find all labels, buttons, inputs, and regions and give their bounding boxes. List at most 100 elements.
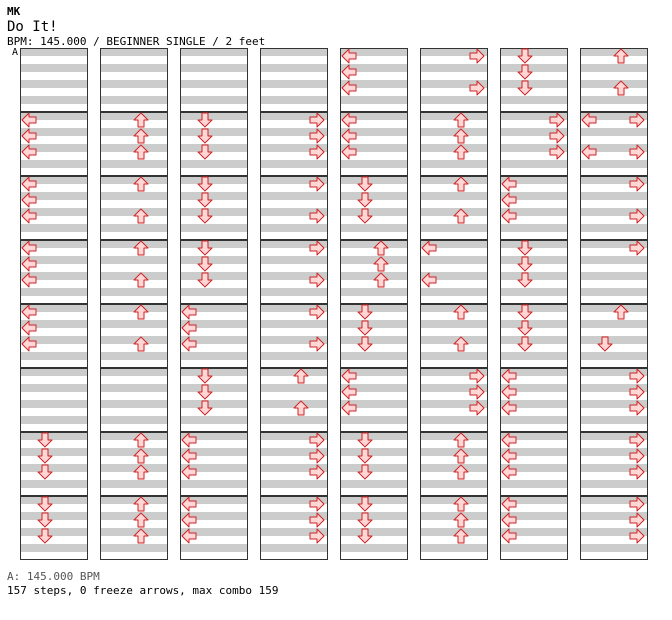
measure (260, 240, 328, 304)
beat-stripe (340, 480, 408, 488)
beat-stripe (500, 256, 568, 264)
measure (340, 48, 408, 112)
beat-stripe (500, 304, 568, 312)
measure (340, 240, 408, 304)
step-arrow-L (501, 176, 517, 192)
beat-stripe (340, 320, 408, 328)
beat-stripe (180, 288, 248, 296)
beat-stripe (180, 336, 248, 344)
beat-stripe (580, 464, 648, 472)
beat-stripe (260, 432, 328, 440)
step-arrow-R (309, 528, 325, 544)
measure-border (20, 304, 88, 368)
beat-stripe (20, 544, 88, 552)
artist-label: MK (7, 5, 21, 18)
beat-stripe (420, 144, 488, 152)
step-arrow-L (341, 384, 357, 400)
beat-stripe (580, 64, 648, 72)
measure-border (500, 432, 568, 496)
beat-stripe (260, 352, 328, 360)
measure (100, 112, 168, 176)
beat-stripe (420, 96, 488, 104)
measure (420, 176, 488, 240)
step-arrow-R (629, 400, 645, 416)
measure-border (180, 496, 248, 560)
measure-border (500, 240, 568, 304)
beat-stripe (20, 400, 88, 408)
beat-stripe (420, 416, 488, 424)
step-arrow-L (21, 336, 37, 352)
step-arrow-U (453, 112, 469, 128)
beat-stripe (500, 496, 568, 504)
measure (500, 48, 568, 112)
step-arrow-L (181, 464, 197, 480)
step-arrow-D (517, 304, 533, 320)
beat-stripe (580, 160, 648, 168)
measure-border (260, 176, 328, 240)
measure-border (340, 496, 408, 560)
beat-stripe (500, 448, 568, 456)
beat-stripe (580, 80, 648, 88)
beat-stripe (500, 160, 568, 168)
beat-stripe (20, 256, 88, 264)
step-arrow-L (181, 336, 197, 352)
step-arrow-L (181, 512, 197, 528)
beat-stripe (340, 48, 408, 56)
beat-stripe (420, 384, 488, 392)
step-arrow-R (629, 368, 645, 384)
step-arrow-D (357, 432, 373, 448)
step-arrow-D (517, 272, 533, 288)
beat-stripe (100, 256, 168, 264)
step-arrow-L (501, 496, 517, 512)
measure-border (420, 48, 488, 112)
measure (180, 240, 248, 304)
step-arrow-L (341, 80, 357, 96)
beat-stripe (420, 496, 488, 504)
beat-stripe (340, 240, 408, 248)
step-arrow-R (629, 144, 645, 160)
beat-stripe (100, 64, 168, 72)
beat-stripe (580, 512, 648, 520)
beat-stripe (420, 48, 488, 56)
measure-border (340, 176, 408, 240)
step-arrow-D (517, 256, 533, 272)
beat-stripe (580, 144, 648, 152)
step-arrow-L (581, 112, 597, 128)
step-arrow-D (197, 256, 213, 272)
beat-stripe (340, 272, 408, 280)
step-arrow-L (501, 528, 517, 544)
measure (420, 432, 488, 496)
beat-stripe (500, 400, 568, 408)
step-arrow-D (197, 176, 213, 192)
step-arrow-L (341, 368, 357, 384)
beat-stripe (100, 160, 168, 168)
step-arrow-D (517, 320, 533, 336)
beat-stripe (420, 128, 488, 136)
beat-stripe (180, 448, 248, 456)
measure (180, 496, 248, 560)
beat-stripe (20, 176, 88, 184)
footer-bpm: A: 145.000 BPM (7, 570, 100, 583)
step-arrow-L (501, 192, 517, 208)
measure (100, 368, 168, 432)
step-arrow-D (197, 272, 213, 288)
beat-stripe (20, 480, 88, 488)
beat-stripe (180, 80, 248, 88)
measure-border (180, 48, 248, 112)
measure (420, 496, 488, 560)
beat-stripe (180, 304, 248, 312)
step-arrow-L (21, 144, 37, 160)
step-arrow-U (133, 304, 149, 320)
step-arrow-R (469, 384, 485, 400)
beat-stripe (340, 208, 408, 216)
step-arrow-R (469, 80, 485, 96)
step-arrow-R (629, 512, 645, 528)
beat-stripe (20, 240, 88, 248)
beat-stripe (260, 240, 328, 248)
measure (340, 176, 408, 240)
beat-stripe (420, 368, 488, 376)
beat-stripe (260, 464, 328, 472)
measure (580, 304, 648, 368)
beat-stripe (580, 240, 648, 248)
measure (340, 432, 408, 496)
